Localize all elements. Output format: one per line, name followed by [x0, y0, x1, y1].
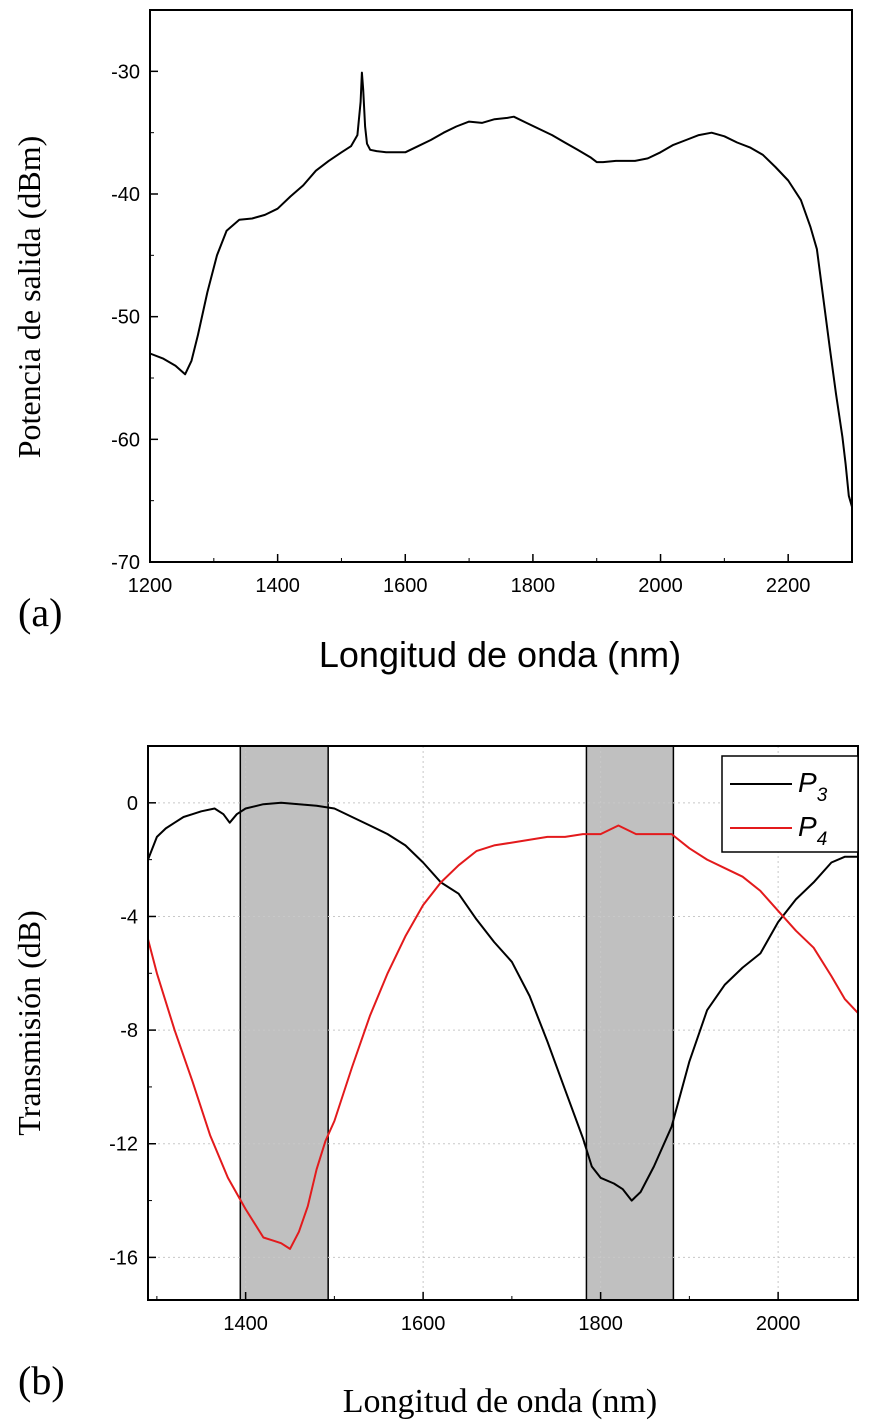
x-tick-label: 1800	[578, 1313, 623, 1335]
panel-a-x-axis-label: Longitud de onda (nm)	[319, 634, 681, 675]
shaded-band	[585, 745, 675, 1301]
panel-b-x-axis-label: Longitud de onda (nm)	[343, 1383, 657, 1420]
panel-a-ticks: 1200 1400 1600 1800 2000 2200 -70 -60 -50 -40 -30	[111, 9, 853, 597]
x-tick-label: 1400	[255, 575, 300, 597]
panel-b-marks	[147, 801, 859, 1250]
x-tick-label: 1600	[401, 1313, 446, 1335]
panel-a-y-axis-label: Potencia de salida (dBm)	[11, 136, 47, 459]
panel-b-ticks: 1400 1600 1800 2000 -16 -12 -8 -4 0	[109, 745, 801, 1335]
y-tick-label: -16	[109, 1247, 138, 1269]
series-line-p4	[147, 824, 859, 1250]
x-tick-label: 1400	[223, 1313, 268, 1335]
panel-b-shaded-bands	[239, 745, 675, 1301]
y-tick-label: 0	[127, 793, 138, 815]
panel-a-marks	[149, 71, 853, 508]
panel-b-plot-frame	[147, 745, 859, 1301]
legend-label: P4	[798, 811, 827, 850]
y-tick-label: -12	[109, 1134, 138, 1156]
panel-a-label: (a)	[18, 590, 62, 635]
panel-b-grid	[148, 746, 858, 1300]
x-tick-label: 1200	[128, 575, 173, 597]
y-tick-label: -50	[111, 307, 140, 329]
y-tick-label: -70	[111, 552, 140, 574]
x-tick-label: 2000	[756, 1313, 801, 1335]
y-tick-label: -40	[111, 184, 140, 206]
y-tick-label: -8	[120, 1020, 138, 1042]
y-tick-label: -30	[111, 61, 140, 83]
y-tick-label: -4	[120, 906, 138, 928]
panel-b-y-axis-label: Transmisión (dB)	[11, 910, 47, 1136]
panel-b-label: (b)	[18, 1358, 65, 1403]
y-tick-label: -60	[111, 429, 140, 451]
panel-a-chart: 1200 1400 1600 1800 2000 2200-70-60-50-40-30 …	[11, 9, 853, 675]
x-tick-label: 1800	[511, 575, 556, 597]
series-line-potencia-de-salida	[149, 71, 853, 508]
x-tick-label: 1600	[383, 575, 428, 597]
legend-box	[721, 755, 859, 853]
legend-label: P3	[798, 767, 828, 806]
shaded-band	[239, 745, 329, 1301]
x-tick-label: 2000	[638, 575, 683, 597]
series-line-p3	[147, 801, 858, 1202]
panel-a-plot-frame	[149, 9, 853, 563]
x-tick-label: 2200	[766, 575, 811, 597]
